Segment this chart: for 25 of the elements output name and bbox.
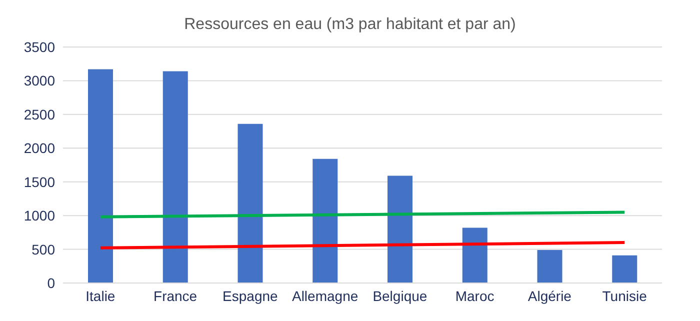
x-tick-label: Tunisie [602, 288, 648, 304]
x-tick-label: Espagne [222, 288, 278, 304]
x-tick-label: Italie [86, 288, 116, 304]
x-tick-label: Algérie [528, 288, 572, 304]
bar [388, 176, 412, 283]
x-tick-label: Maroc [455, 288, 494, 304]
bar [162, 71, 188, 283]
y-tick-label: 3000 [24, 72, 56, 89]
y-tick-label: 1000 [24, 208, 56, 224]
bar [88, 69, 113, 283]
y-tick-label: 2000 [24, 140, 56, 156]
y-tick-label: 0 [47, 274, 56, 291]
bar [312, 158, 338, 283]
y-tick-label: 500 [32, 241, 56, 258]
x-tick-label: France [154, 288, 198, 304]
x-tick-label: Allemagne [292, 288, 358, 304]
x-tick-label: Belgique [372, 288, 428, 304]
bar [238, 124, 263, 283]
y-tick-label: 1500 [24, 174, 56, 190]
bar [537, 250, 562, 283]
y-tick-label: 3500 [24, 38, 56, 55]
chart-title: Ressources en eau (m3 par habitant et par an) [184, 16, 516, 33]
bar [462, 228, 488, 283]
bar [612, 255, 638, 283]
y-tick-label: 2500 [24, 106, 56, 122]
